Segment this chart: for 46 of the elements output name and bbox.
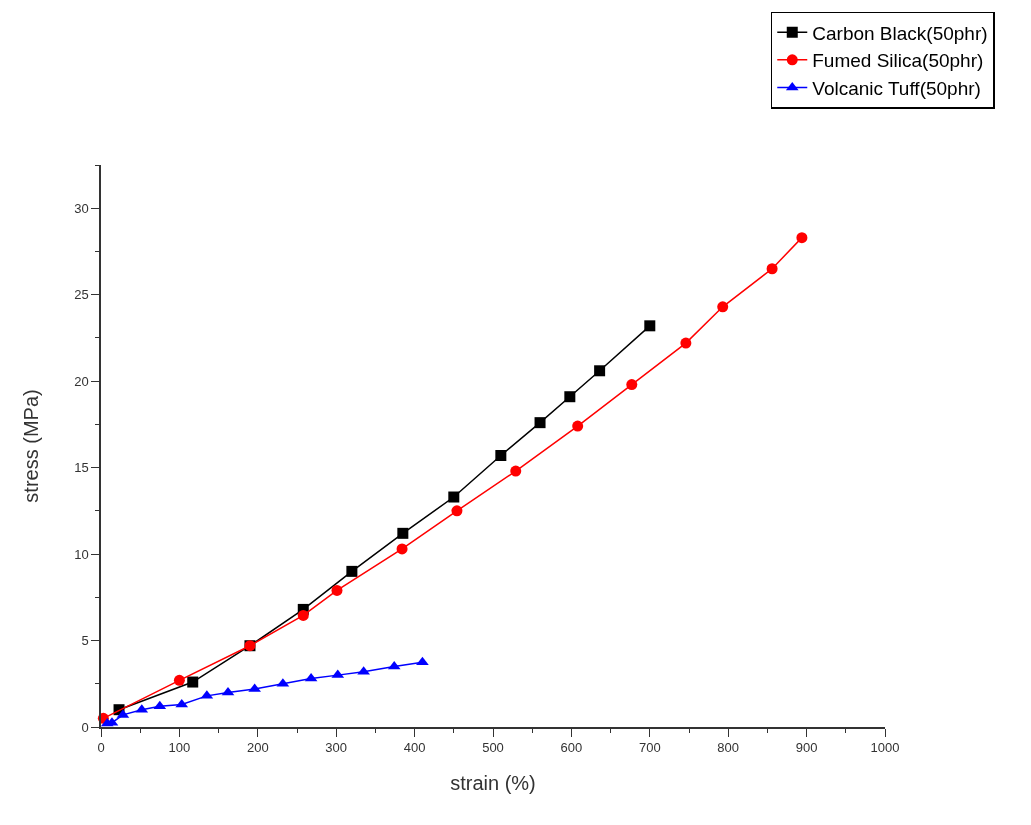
x-tick-label: 800 (717, 740, 740, 756)
point (331, 584, 343, 596)
point (346, 565, 358, 577)
point (297, 609, 309, 621)
y-tick-label: 30 (74, 200, 89, 216)
x-tick-label: 300 (325, 740, 348, 756)
point (644, 320, 656, 332)
point (510, 465, 522, 477)
x-tick-label: 100 (168, 740, 191, 756)
y-tick-label: 0 (81, 719, 89, 735)
x-tick-label: 500 (482, 740, 504, 756)
y-tick-label: 25 (74, 287, 89, 303)
point (387, 660, 401, 670)
point (448, 491, 460, 503)
legend-label: Fumed Silica(50phr) (812, 50, 984, 72)
y-tick-label: 20 (74, 373, 89, 389)
point (187, 676, 199, 688)
x-tick-label: 600 (560, 740, 583, 756)
point (397, 527, 409, 539)
x-tick-label: 1000 (870, 740, 900, 756)
point (564, 391, 576, 403)
point (626, 379, 638, 391)
x-tick-label: 700 (638, 740, 661, 756)
point (451, 505, 463, 517)
point (534, 417, 546, 429)
legend-label: Volcanic Tuff(50phr) (812, 77, 981, 99)
x-tick-label: 400 (403, 740, 426, 756)
point (594, 365, 606, 377)
y-tick-label: 15 (74, 460, 89, 476)
x-tick-label: 900 (795, 740, 818, 756)
point (717, 301, 729, 313)
x-tick-label: 200 (246, 740, 269, 756)
legend-label: Carbon Black(50phr) (812, 22, 988, 44)
point (572, 420, 584, 432)
point (173, 674, 185, 686)
x-axis-title: strain (%) (450, 772, 536, 795)
x-tick-label: 0 (97, 740, 105, 756)
y-tick-label: 5 (81, 633, 89, 649)
point (495, 450, 507, 462)
point (766, 263, 778, 275)
y-axis-title: stress (MPa) (20, 389, 43, 503)
point (221, 686, 235, 696)
point (396, 543, 408, 555)
y-tick-label: 10 (74, 546, 89, 562)
point (680, 337, 692, 349)
point (796, 232, 808, 244)
